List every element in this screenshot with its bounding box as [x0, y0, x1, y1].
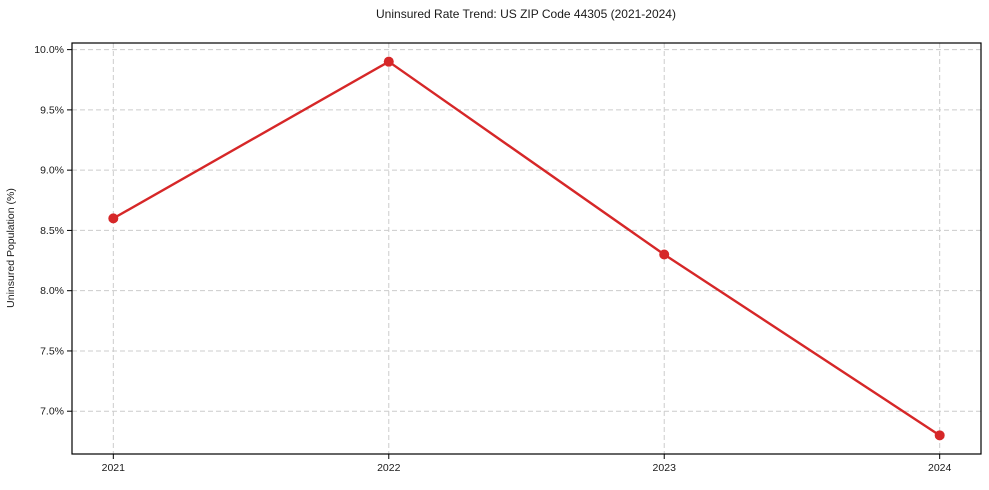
- x-tick-label: 2022: [377, 462, 401, 474]
- chart-series: [108, 56, 945, 441]
- y-tick-label: 7.0%: [40, 406, 64, 418]
- x-tick-label: 2021: [102, 462, 126, 474]
- data-point: [659, 249, 670, 260]
- trend-line: [112, 60, 941, 437]
- chart-axes: [67, 42, 982, 459]
- y-tick-label: 10.0%: [34, 44, 64, 56]
- data-point: [383, 56, 394, 67]
- x-tick-label: 2023: [653, 462, 677, 474]
- chart-title: Uninsured Rate Trend: US ZIP Code 44305 …: [376, 7, 676, 21]
- x-tick-label: 2024: [928, 462, 952, 474]
- y-tick-label: 9.5%: [40, 104, 64, 116]
- y-tick-label: 8.0%: [40, 285, 64, 297]
- plot-frame: [71, 42, 982, 455]
- y-tick-label: 9.0%: [40, 165, 64, 177]
- y-tick-label: 7.5%: [40, 345, 64, 357]
- y-tick-label: 8.5%: [40, 225, 64, 237]
- data-point: [108, 213, 119, 224]
- y-axis-label: Uninsured Population (%): [5, 188, 17, 308]
- chart-tick-labels: 7.0% 7.5% 8.0% 8.5% 9.0% 9.5% 10.0% 2021 2022 202…: [34, 44, 951, 474]
- chart-gridlines: [72, 43, 981, 454]
- data-point: [934, 430, 945, 441]
